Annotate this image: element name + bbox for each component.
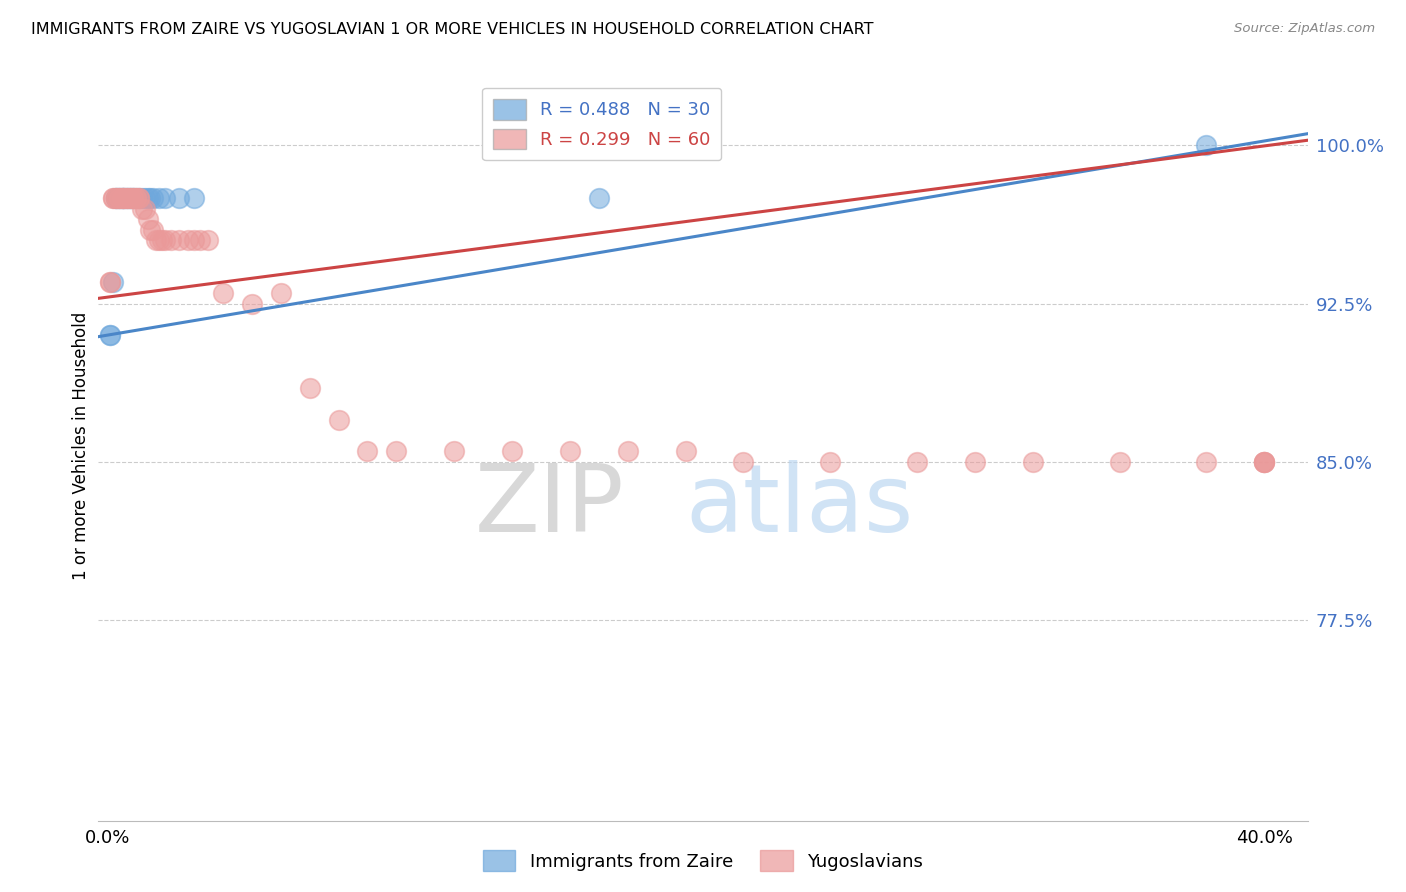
Point bbox=[356, 444, 378, 458]
Point bbox=[1195, 138, 1218, 153]
Point bbox=[675, 444, 697, 458]
Point bbox=[153, 233, 176, 247]
Text: atlas: atlas bbox=[686, 460, 914, 552]
Point bbox=[120, 191, 142, 205]
Point bbox=[122, 191, 145, 205]
Point bbox=[120, 191, 142, 205]
Point bbox=[150, 233, 173, 247]
Point bbox=[501, 444, 523, 458]
Y-axis label: 1 or more Vehicles in Household: 1 or more Vehicles in Household bbox=[72, 312, 90, 580]
Point bbox=[114, 191, 136, 205]
Point bbox=[136, 212, 159, 227]
Point bbox=[1022, 455, 1045, 469]
Point bbox=[104, 191, 127, 205]
Point bbox=[1253, 455, 1275, 469]
Point bbox=[110, 191, 132, 205]
Point bbox=[131, 202, 153, 216]
Point bbox=[120, 191, 142, 205]
Point bbox=[101, 276, 124, 290]
Point bbox=[107, 191, 129, 205]
Point bbox=[298, 381, 321, 395]
Point bbox=[328, 412, 350, 426]
Point bbox=[270, 285, 292, 300]
Point bbox=[188, 233, 211, 247]
Point bbox=[1253, 455, 1275, 469]
Point bbox=[134, 202, 156, 216]
Point bbox=[125, 191, 148, 205]
Legend: Immigrants from Zaire, Yugoslavians: Immigrants from Zaire, Yugoslavians bbox=[475, 843, 931, 879]
Legend: R = 0.488   N = 30, R = 0.299   N = 60: R = 0.488 N = 30, R = 0.299 N = 60 bbox=[482, 88, 721, 161]
Point bbox=[617, 444, 640, 458]
Point bbox=[177, 233, 200, 247]
Point bbox=[183, 191, 205, 205]
Point bbox=[114, 191, 136, 205]
Point bbox=[240, 296, 263, 310]
Point bbox=[122, 191, 145, 205]
Point bbox=[145, 233, 167, 247]
Point bbox=[128, 191, 150, 205]
Text: ZIP: ZIP bbox=[475, 460, 624, 552]
Point bbox=[128, 191, 150, 205]
Point bbox=[125, 191, 148, 205]
Point bbox=[122, 191, 145, 205]
Point bbox=[148, 233, 170, 247]
Point bbox=[98, 328, 121, 343]
Point bbox=[117, 191, 139, 205]
Point bbox=[107, 191, 129, 205]
Point bbox=[142, 222, 165, 236]
Point bbox=[98, 276, 121, 290]
Point bbox=[110, 191, 132, 205]
Point bbox=[122, 191, 145, 205]
Point bbox=[120, 191, 142, 205]
Point bbox=[385, 444, 408, 458]
Point bbox=[114, 191, 136, 205]
Point bbox=[820, 455, 842, 469]
Point bbox=[153, 191, 176, 205]
Point bbox=[98, 276, 121, 290]
Point bbox=[107, 191, 129, 205]
Point bbox=[131, 191, 153, 205]
Point bbox=[117, 191, 139, 205]
Point bbox=[963, 455, 986, 469]
Point bbox=[169, 233, 191, 247]
Point bbox=[159, 233, 181, 247]
Point bbox=[104, 191, 127, 205]
Point bbox=[197, 233, 219, 247]
Point bbox=[1195, 455, 1218, 469]
Point bbox=[117, 191, 139, 205]
Point bbox=[1253, 455, 1275, 469]
Point bbox=[114, 191, 136, 205]
Point bbox=[117, 191, 139, 205]
Point bbox=[588, 191, 610, 205]
Point bbox=[136, 191, 159, 205]
Point bbox=[211, 285, 233, 300]
Point bbox=[733, 455, 755, 469]
Point bbox=[125, 191, 148, 205]
Point bbox=[107, 191, 129, 205]
Point bbox=[110, 191, 132, 205]
Point bbox=[169, 191, 191, 205]
Point bbox=[183, 233, 205, 247]
Point bbox=[98, 328, 121, 343]
Point bbox=[128, 191, 150, 205]
Point bbox=[142, 191, 165, 205]
Point bbox=[558, 444, 581, 458]
Point bbox=[1108, 455, 1130, 469]
Point bbox=[101, 191, 124, 205]
Point bbox=[104, 191, 127, 205]
Point bbox=[104, 191, 127, 205]
Point bbox=[443, 444, 465, 458]
Point bbox=[134, 191, 156, 205]
Point bbox=[101, 191, 124, 205]
Point bbox=[139, 191, 162, 205]
Point bbox=[139, 222, 162, 236]
Point bbox=[148, 191, 170, 205]
Text: Source: ZipAtlas.com: Source: ZipAtlas.com bbox=[1234, 22, 1375, 36]
Point bbox=[1253, 455, 1275, 469]
Point bbox=[905, 455, 928, 469]
Text: IMMIGRANTS FROM ZAIRE VS YUGOSLAVIAN 1 OR MORE VEHICLES IN HOUSEHOLD CORRELATION: IMMIGRANTS FROM ZAIRE VS YUGOSLAVIAN 1 O… bbox=[31, 22, 873, 37]
Point bbox=[110, 191, 132, 205]
